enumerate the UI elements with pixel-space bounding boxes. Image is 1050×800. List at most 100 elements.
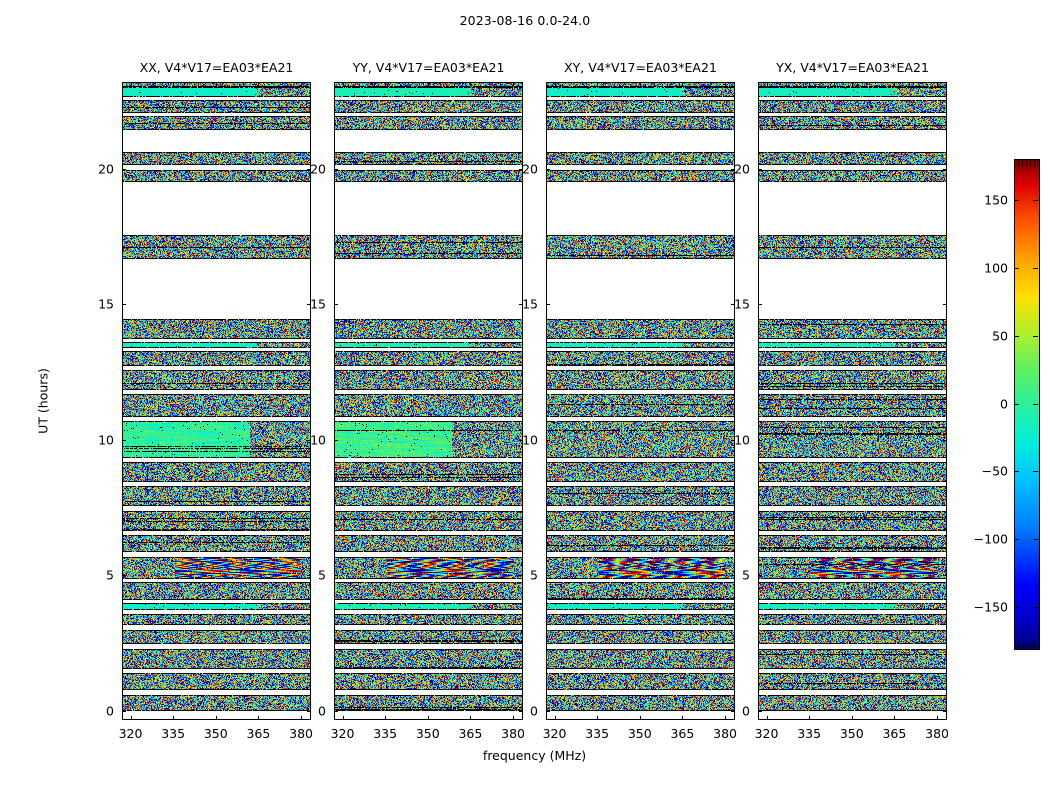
x-tick-label: 365 <box>458 726 483 741</box>
x-tick-mark <box>427 716 429 720</box>
colorbar-tick-mark <box>1033 607 1038 609</box>
colorbar-tick-label: −50 <box>981 463 1008 479</box>
y-tick-mark <box>334 575 338 577</box>
y-tick-label: 20 <box>522 161 538 177</box>
x-axis-label: frequency (MHz) <box>482 748 587 763</box>
y-tick-label: 5 <box>530 567 538 583</box>
colorbar-tick-label: 50 <box>992 328 1008 344</box>
x-tick-mark <box>851 82 853 86</box>
x-tick-label: 365 <box>882 726 907 741</box>
y-tick-mark <box>334 710 338 712</box>
x-tick-mark <box>513 82 515 86</box>
colorbar-tick-mark <box>1014 335 1019 337</box>
y-tick-label: 15 <box>98 296 114 312</box>
y-tick-mark <box>519 304 523 306</box>
x-tick-mark <box>554 716 556 720</box>
x-tick-mark <box>725 82 727 86</box>
y-tick-label: 20 <box>734 161 750 177</box>
x-tick-mark <box>725 716 727 720</box>
x-tick-mark <box>682 82 684 86</box>
x-tick-mark <box>342 716 344 720</box>
colorbar-tick-mark <box>1014 539 1019 541</box>
x-tick-mark <box>470 82 472 86</box>
x-tick-mark <box>258 82 260 86</box>
y-tick-mark <box>546 575 550 577</box>
y-tick-mark <box>307 168 311 170</box>
x-tick-mark <box>258 716 260 720</box>
waterfall-image-xy <box>546 82 735 720</box>
x-tick-label: 335 <box>797 726 822 741</box>
x-tick-label: 320 <box>754 726 779 741</box>
y-tick-label: 20 <box>310 161 326 177</box>
y-tick-mark <box>943 304 947 306</box>
y-tick-mark <box>519 575 523 577</box>
y-tick-mark <box>519 439 523 441</box>
x-tick-mark <box>342 82 344 86</box>
x-tick-mark <box>215 82 217 86</box>
y-tick-label: 0 <box>742 703 750 719</box>
panel-title-yx: YX, V4*V17=EA03*EA21 <box>776 60 929 75</box>
y-tick-label: 0 <box>530 703 538 719</box>
x-tick-label: 380 <box>713 726 737 741</box>
plot-panel-yx[interactable]: YX, V4*V17=EA03*EA21 320 335 350 365 380 0 5 10 1… <box>734 60 949 741</box>
x-tick-mark <box>639 82 641 86</box>
plot-panel-xy[interactable]: XY, V4*V17=EA03*EA21 320 335 350 365 380 0 5 10 1… <box>522 60 737 741</box>
x-tick-label: 335 <box>585 726 610 741</box>
x-tick-label: 335 <box>373 726 398 741</box>
plot-panel-yy[interactable]: YY, V4*V17=EA03*EA21 320 335 350 365 380 0 5 10 1… <box>310 60 525 741</box>
y-tick-label: 10 <box>310 432 326 448</box>
waterfall-image-yx <box>758 82 947 720</box>
x-tick-label: 335 <box>161 726 186 741</box>
y-tick-mark <box>943 575 947 577</box>
y-tick-mark <box>546 304 550 306</box>
colorbar-tick-label: −100 <box>973 531 1008 547</box>
y-tick-label: 0 <box>106 703 114 719</box>
y-tick-label: 15 <box>310 296 326 312</box>
y-tick-mark <box>758 575 762 577</box>
y-tick-label: 0 <box>318 703 326 719</box>
x-tick-mark <box>809 716 811 720</box>
x-tick-mark <box>301 716 303 720</box>
x-tick-label: 320 <box>330 726 355 741</box>
x-tick-mark <box>851 716 853 720</box>
y-tick-mark <box>731 710 735 712</box>
x-tick-mark <box>301 82 303 86</box>
x-tick-mark <box>894 82 896 86</box>
x-tick-mark <box>639 716 641 720</box>
x-tick-mark <box>937 716 939 720</box>
x-tick-mark <box>173 716 175 720</box>
x-tick-mark <box>554 82 556 86</box>
x-tick-mark <box>682 716 684 720</box>
x-tick-label: 380 <box>501 726 525 741</box>
x-tick-mark <box>215 716 217 720</box>
panel-title-xy: XY, V4*V17=EA03*EA21 <box>564 60 717 75</box>
colorbar-tick-label: 150 <box>984 192 1008 208</box>
colorbar-gradient <box>1014 159 1040 650</box>
colorbar-tick-mark <box>1014 199 1019 201</box>
colorbar-tick-mark <box>1033 267 1038 269</box>
y-tick-mark <box>758 304 762 306</box>
y-tick-mark <box>943 710 947 712</box>
x-tick-mark <box>937 82 939 86</box>
colorbar-tick-mark <box>1014 267 1019 269</box>
y-tick-mark <box>334 304 338 306</box>
x-tick-label: 380 <box>289 726 313 741</box>
y-tick-mark <box>307 710 311 712</box>
colorbar-tick-mark <box>1033 403 1038 405</box>
y-tick-mark <box>546 439 550 441</box>
figure-suptitle: 2023-08-16 0.0-24.0 <box>459 13 591 28</box>
x-tick-mark <box>597 82 599 86</box>
y-axis-label: UT (hours) <box>35 368 51 434</box>
x-tick-mark <box>385 82 387 86</box>
x-tick-label: 350 <box>415 726 440 741</box>
plot-panel-xx[interactable]: XX, V4*V17=EA03*EA21 320 335 350 365 380 0 5 10 1… <box>98 60 313 741</box>
panel-title-xx: XX, V4*V17=EA03*EA21 <box>139 60 294 75</box>
y-tick-mark <box>307 575 311 577</box>
y-tick-mark <box>519 710 523 712</box>
x-tick-mark <box>385 716 387 720</box>
y-tick-mark <box>758 168 762 170</box>
colorbar-tick-mark <box>1014 471 1019 473</box>
y-tick-mark <box>731 439 735 441</box>
